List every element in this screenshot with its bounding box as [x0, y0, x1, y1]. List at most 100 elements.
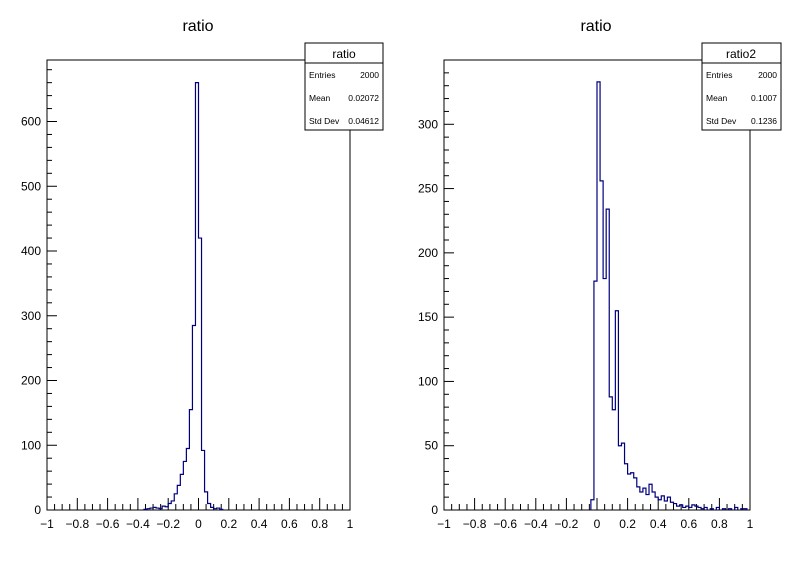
y-tick-label: 200	[418, 246, 438, 260]
stats-box-name: ratio2	[726, 47, 756, 61]
y-tick-label: 100	[418, 374, 438, 388]
histogram-bin	[658, 500, 661, 510]
histogram-bin	[612, 410, 615, 510]
histogram-bin	[631, 473, 634, 510]
y-tick-label: 0	[34, 503, 41, 517]
y-tick-label: 300	[418, 117, 438, 131]
histogram-bin	[220, 509, 223, 510]
y-tick-label: 200	[21, 374, 41, 388]
stats-row-label: Entries	[309, 70, 335, 80]
histogram-bin	[189, 410, 192, 510]
x-tick-label: 0.4	[251, 517, 268, 531]
histogram-outline	[143, 82, 224, 510]
x-tick-label: −0.4	[126, 517, 150, 531]
histogram-bin	[643, 488, 646, 510]
histogram-bin	[147, 509, 150, 510]
histogram-bin	[674, 504, 677, 510]
histogram-bin	[637, 487, 640, 510]
stats-row-value: 0.04612	[348, 116, 379, 126]
histogram-bin	[625, 464, 628, 510]
x-tick-label: 1	[747, 517, 754, 531]
histogram-bin	[689, 507, 692, 510]
histogram-bin	[156, 508, 159, 510]
x-tick-label: −1	[40, 517, 54, 531]
right-histogram-pad: ratio −1 −0.8 −0.6 −0.4 −0.2 0 0.2 0.4 0.6 0.8 1 0 50…	[418, 18, 782, 531]
histogram-bin	[211, 507, 214, 510]
histogram-bin	[600, 181, 603, 510]
histogram-bin	[192, 325, 195, 510]
stats-box-frame	[701, 42, 782, 131]
histogram-bin	[195, 83, 198, 510]
x-tick-label: −0.6	[96, 517, 120, 531]
x-tick-label: 0	[195, 517, 202, 531]
histogram-bin	[594, 281, 597, 510]
histogram-bin	[606, 209, 609, 510]
stats-row-value: 2000	[360, 70, 379, 80]
histogram-bin	[670, 502, 673, 510]
histogram-bin	[171, 501, 174, 510]
stats-row-value: 0.1236	[751, 116, 777, 126]
y-tick-label: 100	[21, 438, 41, 452]
y-tick-label: 600	[21, 115, 41, 129]
x-tick-label: 0.8	[311, 517, 328, 531]
histogram-bin	[729, 509, 732, 510]
x-tick-label: 0	[594, 517, 601, 531]
histogram-bin	[686, 506, 689, 510]
stats-box: ratio Entries 2000 Mean 0.02072 Std Dev 0.0461…	[304, 42, 384, 131]
histogram-bin	[655, 497, 658, 510]
histogram-bin	[722, 509, 725, 510]
histogram-bin	[186, 448, 189, 510]
histogram-bin	[646, 495, 649, 510]
histogram-bin	[710, 509, 713, 510]
y-tick-label: 250	[418, 182, 438, 196]
histogram-bin	[621, 443, 624, 510]
y-tick-label: 400	[21, 244, 41, 258]
histogram-outline	[590, 81, 748, 510]
histogram-bin	[168, 504, 171, 510]
x-tick-label: −0.8	[65, 517, 89, 531]
histogram-bin	[628, 474, 631, 510]
histogram-bin	[698, 507, 701, 510]
histogram-bin	[208, 504, 211, 510]
histogram-bin	[205, 492, 208, 510]
x-tick-label: 0.8	[711, 517, 728, 531]
x-tick-label: −0.2	[555, 517, 579, 531]
y-tick-label: 50	[425, 439, 439, 453]
chart-title: ratio	[580, 18, 611, 35]
histogram-bin	[597, 82, 600, 510]
x-tick-label: 0.6	[281, 517, 298, 531]
stats-box-name: ratio	[332, 47, 356, 61]
histogram-bin	[217, 508, 220, 510]
histogram-bin	[150, 508, 153, 510]
histogram-bin	[677, 506, 680, 510]
stats-box-frame	[304, 42, 384, 131]
stats-row-value: 2000	[758, 70, 777, 80]
histogram-bin	[214, 509, 217, 510]
histogram-bin	[165, 507, 168, 510]
x-tick-label: −0.4	[524, 517, 548, 531]
y-tick-label: 0	[431, 503, 438, 517]
histogram-bin	[603, 279, 606, 510]
histogram-bin	[652, 492, 655, 510]
y-tick-label: 300	[21, 309, 41, 323]
histogram-bin	[199, 238, 202, 510]
histogram-bin	[640, 492, 643, 510]
histogram-bin	[609, 397, 612, 510]
histogram-bin	[683, 507, 686, 510]
histogram-bin	[735, 507, 738, 510]
stats-row-label: Std Dev	[706, 116, 737, 126]
stats-box: ratio2 Entries 2000 Mean 0.1007 Std Dev 0.1236	[701, 42, 782, 131]
x-tick-label: 0.2	[220, 517, 237, 531]
histogram-bin	[680, 505, 683, 510]
histogram-bin	[695, 506, 698, 510]
histogram-bin	[701, 509, 704, 510]
stats-row-label: Entries	[706, 70, 732, 80]
histogram-bin	[591, 500, 594, 510]
histogram-bin	[162, 506, 165, 510]
histogram-bin	[183, 461, 186, 510]
x-tick-label: −0.8	[463, 517, 487, 531]
histogram-bin	[741, 509, 744, 510]
left-histogram-pad: ratio −1 −0.8 −0.6 −0.4 −0.2 0 0.2 0.4 0.6 0.8 1 0 10…	[21, 18, 384, 531]
histogram-bin	[177, 485, 180, 510]
x-tick-label: 0.2	[619, 517, 636, 531]
